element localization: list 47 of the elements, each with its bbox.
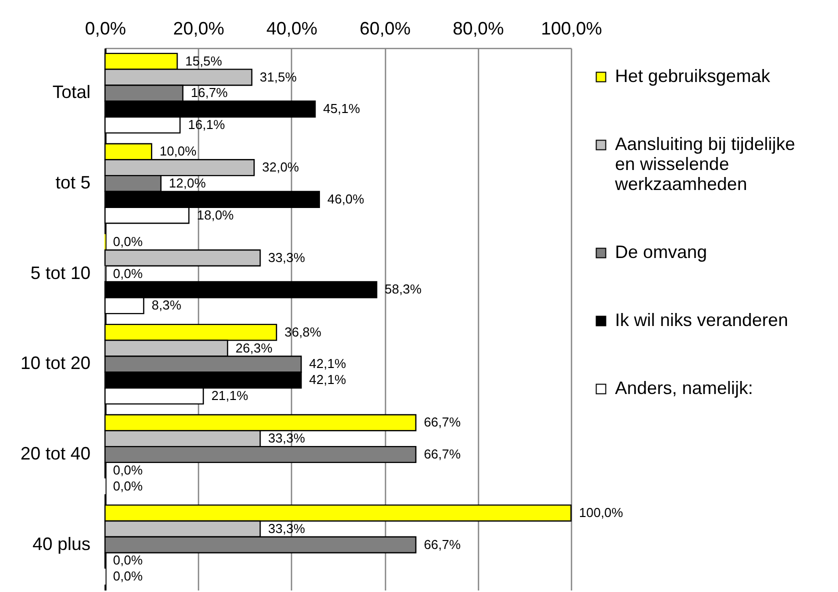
y-tick-label: Total — [52, 82, 90, 102]
y-tick-label: 20 tot 40 — [20, 444, 90, 464]
x-tick-label: 20,0% — [173, 18, 224, 38]
data-label: 12,0% — [168, 176, 206, 190]
data-label: 0,0% — [113, 552, 144, 568]
data-label: 15,5% — [185, 53, 223, 68]
data-label: 33,3% — [268, 520, 306, 536]
data-label: 0,0% — [113, 234, 144, 250]
data-label: 46,0% — [327, 191, 365, 206]
data-label: 0,0% — [113, 478, 144, 494]
data-label: 33,3% — [268, 250, 306, 265]
legend-label: Anders, namelijk: — [615, 378, 754, 398]
x-tick-label: 60,0% — [360, 18, 411, 38]
y-tick-label: 5 tot 10 — [30, 262, 90, 283]
data-label: 0,0% — [113, 568, 144, 584]
legend-label: Het gebruiksgemak — [615, 66, 772, 86]
data-label: 8,3% — [152, 298, 182, 313]
data-label: 26,3% — [236, 340, 273, 356]
x-tick-label: 100,0% — [540, 18, 602, 38]
data-label: 66,7% — [424, 414, 462, 430]
x-tick-label: 0,0% — [84, 18, 126, 38]
data-label: 21,1% — [211, 388, 249, 403]
data-label: 18,0% — [196, 207, 234, 222]
data-label: 58,3% — [384, 282, 422, 297]
data-label: 0,0% — [113, 266, 144, 281]
data-label: 33,3% — [268, 430, 306, 446]
data-label: 42,1% — [309, 356, 346, 372]
data-label: 42,1% — [309, 372, 346, 388]
data-label: 16,1% — [188, 116, 226, 132]
data-label: 45,1% — [323, 101, 360, 116]
legend-label: Ik wil niks veranderen — [615, 310, 788, 330]
data-label: 31,5% — [260, 69, 298, 84]
data-label: 16,7% — [190, 85, 228, 100]
data-label: 32,0% — [262, 160, 300, 175]
y-tick-label: 40 plus — [32, 534, 90, 554]
y-tick-label: 10 tot 20 — [20, 353, 90, 374]
data-label: 66,7% — [424, 446, 462, 462]
data-label: 10,0% — [160, 144, 197, 159]
data-label: 66,7% — [424, 536, 462, 552]
y-tick-label: tot 5 — [55, 172, 90, 192]
data-label: 0,0% — [113, 462, 144, 478]
data-label: 36,8% — [284, 324, 322, 340]
x-tick-label: 40,0% — [266, 18, 318, 38]
legend-label: De omvang — [615, 242, 708, 262]
data-label: 100,0% — [579, 505, 624, 520]
x-tick-label: 80,0% — [452, 18, 504, 38]
legend-label: Aansluiting bij tijdelijke en wisselende werkzaamheden — [614, 134, 796, 194]
